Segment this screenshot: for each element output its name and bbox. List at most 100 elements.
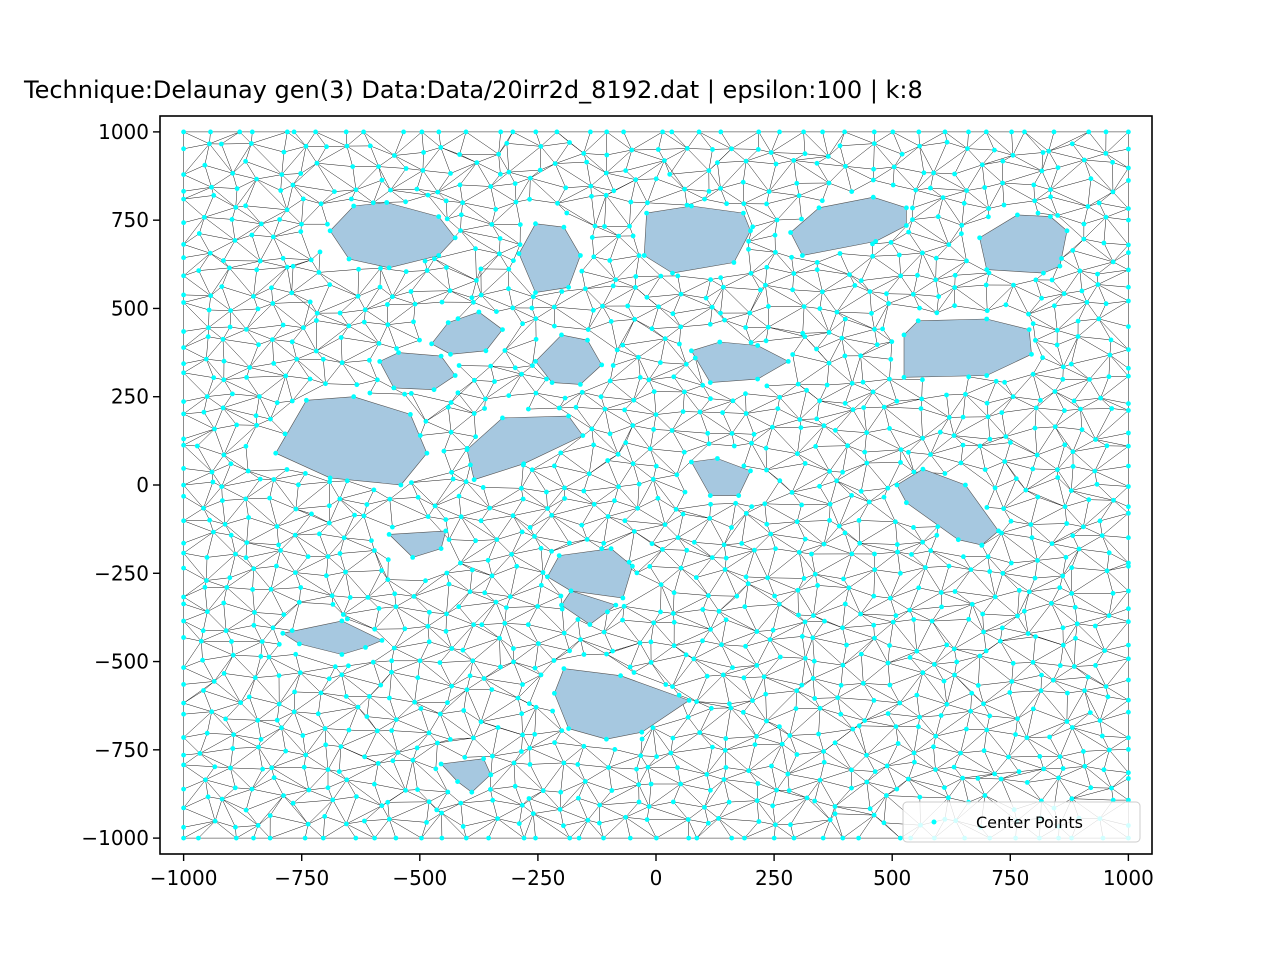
center-point: [825, 154, 831, 159]
center-point: [671, 374, 677, 380]
center-point: [527, 745, 533, 751]
center-point: [723, 736, 729, 741]
center-point: [417, 658, 423, 664]
center-point: [706, 441, 712, 447]
center-point: [529, 305, 535, 311]
center-point: [220, 405, 226, 411]
center-point: [1075, 334, 1081, 339]
center-point: [277, 217, 282, 222]
center-point: [772, 593, 777, 599]
center-point: [750, 698, 755, 703]
center-point: [458, 212, 464, 218]
center-point: [638, 753, 644, 759]
center-point: [675, 535, 681, 540]
center-point: [627, 223, 632, 229]
center-point: [789, 490, 795, 495]
center-point: [683, 652, 689, 658]
region-vertex-point: [351, 203, 357, 209]
center-point: [959, 222, 965, 228]
center-point: [510, 305, 516, 311]
center-point: [181, 345, 187, 350]
center-point: [1070, 533, 1076, 538]
center-point: [911, 750, 917, 756]
center-point: [1051, 129, 1057, 135]
center-point: [795, 451, 800, 457]
center-point: [460, 200, 465, 206]
center-point: [1109, 406, 1115, 411]
center-point: [325, 785, 331, 791]
center-point: [764, 264, 770, 270]
center-point: [842, 400, 848, 406]
center-point: [706, 188, 712, 194]
center-point: [353, 835, 359, 841]
center-point: [486, 835, 491, 841]
center-point: [266, 654, 272, 660]
center-point: [591, 501, 597, 507]
center-point: [387, 496, 393, 502]
center-point: [862, 718, 868, 723]
center-point: [986, 206, 992, 211]
center-point: [731, 443, 737, 449]
center-point: [969, 690, 975, 696]
center-point: [563, 185, 569, 191]
center-point: [635, 505, 640, 511]
x-tick-label: −500: [392, 866, 447, 890]
center-point: [520, 732, 525, 738]
center-point: [446, 537, 452, 542]
center-point: [420, 168, 426, 173]
center-point: [202, 584, 208, 590]
center-point: [471, 622, 476, 628]
center-point: [1126, 504, 1131, 510]
center-point: [372, 781, 377, 787]
center-point: [520, 321, 525, 327]
center-point: [1126, 430, 1131, 436]
center-point: [437, 660, 443, 665]
center-point: [200, 657, 206, 663]
center-point: [343, 569, 348, 575]
center-point: [1022, 608, 1027, 614]
center-point: [1126, 365, 1131, 371]
center-point: [584, 537, 590, 542]
center-point: [509, 551, 514, 557]
center-point: [820, 835, 826, 841]
center-point: [777, 129, 782, 135]
center-point: [545, 506, 550, 511]
center-point: [361, 319, 367, 325]
center-point: [219, 484, 225, 489]
center-point: [369, 538, 374, 543]
center-point: [743, 643, 748, 649]
center-point: [564, 210, 570, 216]
center-point: [314, 318, 319, 323]
center-point: [869, 310, 874, 316]
region-vertex-point: [904, 205, 909, 211]
center-point: [746, 238, 751, 244]
center-point: [519, 749, 524, 754]
center-point: [819, 198, 825, 204]
center-point: [1009, 679, 1015, 684]
center-point: [362, 818, 367, 824]
center-point: [1103, 151, 1109, 156]
center-point: [811, 613, 816, 618]
center-point: [567, 140, 572, 145]
center-point: [707, 321, 713, 327]
center-point: [1085, 204, 1091, 209]
center-point: [1110, 189, 1116, 195]
center-point: [439, 810, 444, 816]
center-point: [303, 143, 309, 149]
center-point: [754, 734, 759, 739]
center-point: [968, 708, 973, 714]
center-point: [827, 468, 832, 474]
center-point: [746, 246, 751, 252]
center-point: [488, 184, 494, 189]
center-point: [773, 546, 778, 552]
center-point: [284, 207, 290, 213]
region-vertex-point: [604, 736, 609, 742]
center-point: [305, 821, 311, 827]
legend-box: [902, 801, 1141, 843]
center-point: [935, 524, 941, 530]
center-point: [602, 406, 608, 412]
region-vertex-point: [438, 761, 444, 767]
center-point: [181, 129, 187, 135]
center-point: [1082, 688, 1087, 693]
center-point: [555, 200, 560, 206]
